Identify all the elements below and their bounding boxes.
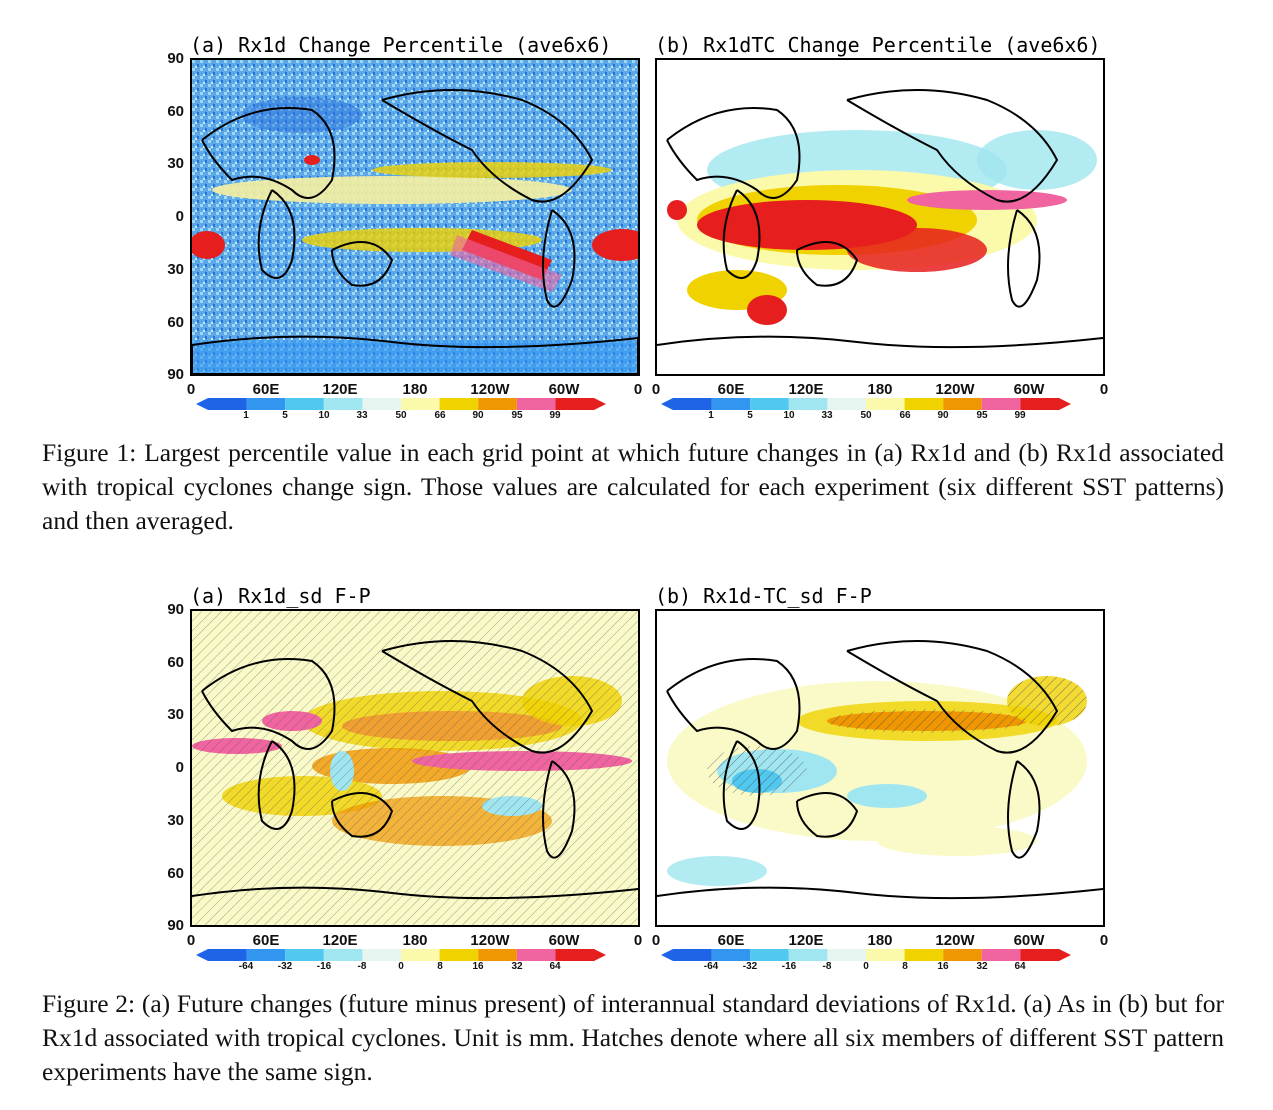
fig2-b-cb-label-0: 0 xyxy=(863,961,869,972)
fig1-a-cb-label-33: 33 xyxy=(356,410,368,421)
fig1-panel-b-map xyxy=(655,58,1105,376)
fig1-b-xtick-60e: 60E xyxy=(717,381,745,398)
fig2-a-cb-label-m16: -16 xyxy=(316,961,332,972)
fig2-a-ytick-0: 0 xyxy=(175,759,184,776)
fig2-a-xtick-0-end: 0 xyxy=(633,932,643,949)
fig1-a-xtick-60e: 60E xyxy=(252,381,280,398)
fig2-b-cb-label-m8: -8 xyxy=(822,961,832,972)
fig2-b-cb-label-8: 8 xyxy=(902,961,908,972)
fig1-b-cb-label-33: 33 xyxy=(821,410,833,421)
fig2-b-xtick-120e: 120E xyxy=(788,932,824,949)
fig1-b-cb-label-1: 1 xyxy=(708,410,714,421)
fig1-b-xtick-120e: 120E xyxy=(788,381,824,398)
fig1-a-xtick-0-end: 0 xyxy=(633,381,643,398)
fig2-panel-b-title: (b) Rx1d-TC_sd F-P xyxy=(655,584,872,608)
fig1-a-cb-label-5: 5 xyxy=(282,410,288,421)
fig2-a-cb-label-m64: -64 xyxy=(238,961,254,972)
fig1-a-ytick-90s: 90 xyxy=(167,366,184,383)
fig1-b-cb-label-5: 5 xyxy=(747,410,753,421)
fig1-a-xtick-120e: 120E xyxy=(322,381,358,398)
fig1-a-field xyxy=(192,60,638,374)
fig1-a-ytick-30s: 30 xyxy=(167,261,184,278)
fig1-a-ytick-60s: 60 xyxy=(167,314,184,331)
fig2-a-cb-label-8: 8 xyxy=(437,961,443,972)
figure-1-caption: Figure 1: Largest percentile value in ea… xyxy=(42,438,1224,535)
fig1-panel-a-map xyxy=(190,58,640,376)
fig2-a-ytick-60n: 60 xyxy=(167,654,184,671)
fig2-b-cb-label-16: 16 xyxy=(937,961,949,972)
fig2-b-xtick-0: 0 xyxy=(651,932,661,949)
fig1-a-cb-label-90: 90 xyxy=(472,410,484,421)
fig1-a-xtick-60w: 60W xyxy=(548,381,580,398)
fig1-b-cb-label-50: 50 xyxy=(860,410,872,421)
fig2-a-ytick-60s: 60 xyxy=(167,865,184,882)
fig1-a-cb-label-95: 95 xyxy=(511,410,523,421)
fig2-b-cb-label-64: 64 xyxy=(1014,961,1026,972)
fig2-b-cb-label-m32: -32 xyxy=(742,961,758,972)
fig1-b-xtick-60w: 60W xyxy=(1013,381,1045,398)
fig2-a-xtick-180: 180 xyxy=(402,932,428,949)
fig2-b-xtick-60w: 60W xyxy=(1013,932,1045,949)
fig1-a-ytick-90n: 90 xyxy=(167,50,184,67)
fig1-b-field xyxy=(657,60,1103,374)
fig2-b-colorbar xyxy=(661,948,1071,966)
fig1-b-cb-label-90: 90 xyxy=(937,410,949,421)
fig1-panel-b-title: (b) Rx1dTC Change Percentile (ave6x6) xyxy=(655,33,1101,57)
fig2-b-xtick-180: 180 xyxy=(867,932,893,949)
fig1-a-colorbar xyxy=(196,397,606,415)
fig1-a-cb-label-10: 10 xyxy=(318,410,330,421)
fig2-a-cb-label-64: 64 xyxy=(549,961,561,972)
fig1-b-cb-label-99: 99 xyxy=(1014,410,1026,421)
fig1-a-ytick-0: 0 xyxy=(175,208,184,225)
fig2-a-xtick-120e: 120E xyxy=(322,932,358,949)
fig2-a-xtick-0: 0 xyxy=(186,932,196,949)
fig2-a-cb-label-32: 32 xyxy=(511,961,523,972)
fig2-a-ytick-90n: 90 xyxy=(167,601,184,618)
fig2-a-colorbar xyxy=(196,948,606,966)
fig1-b-xtick-0-end: 0 xyxy=(1099,381,1109,398)
fig1-a-xtick-0: 0 xyxy=(186,381,196,398)
fig1-a-cb-label-66: 66 xyxy=(434,410,446,421)
fig2-a-xtick-60e: 60E xyxy=(252,932,280,949)
fig2-panel-b-map xyxy=(655,609,1105,927)
fig1-b-xtick-0: 0 xyxy=(651,381,661,398)
fig1-b-xtick-180: 180 xyxy=(867,381,893,398)
fig2-a-xtick-60w: 60W xyxy=(548,932,580,949)
fig2-b-xtick-60e: 60E xyxy=(717,932,745,949)
fig2-a-field xyxy=(192,611,638,925)
fig1-panel-a-title: (a) Rx1d Change Percentile (ave6x6) xyxy=(190,33,612,57)
fig1-b-colorbar xyxy=(661,397,1071,415)
fig1-b-cb-label-95: 95 xyxy=(976,410,988,421)
fig1-a-cb-label-1: 1 xyxy=(243,410,249,421)
fig2-panel-a-map xyxy=(190,609,640,927)
fig2-a-cb-label-16: 16 xyxy=(472,961,484,972)
fig2-b-cb-label-m64: -64 xyxy=(703,961,719,972)
fig2-a-ytick-30s: 30 xyxy=(167,812,184,829)
fig1-a-ytick-60n: 60 xyxy=(167,103,184,120)
fig2-a-cb-label-0: 0 xyxy=(398,961,404,972)
fig2-b-xtick-0-end: 0 xyxy=(1099,932,1109,949)
fig1-a-ytick-30n: 30 xyxy=(167,155,184,172)
fig2-b-field xyxy=(657,611,1103,925)
fig1-a-cb-label-50: 50 xyxy=(395,410,407,421)
fig1-b-cb-label-10: 10 xyxy=(783,410,795,421)
fig2-a-ytick-30n: 30 xyxy=(167,706,184,723)
fig2-b-xtick-120w: 120W xyxy=(935,932,975,949)
fig2-panel-a-title: (a) Rx1d_sd F-P xyxy=(190,584,371,608)
figure-2-caption: Figure 2: (a) Future changes (future min… xyxy=(42,989,1224,1086)
fig2-b-cb-label-32: 32 xyxy=(976,961,988,972)
fig1-b-xtick-120w: 120W xyxy=(935,381,975,398)
fig2-b-cb-label-m16: -16 xyxy=(781,961,797,972)
fig2-a-cb-label-m32: -32 xyxy=(277,961,293,972)
fig2-a-ytick-90s: 90 xyxy=(167,917,184,934)
fig1-a-cb-label-99: 99 xyxy=(549,410,561,421)
fig1-a-xtick-180: 180 xyxy=(402,381,428,398)
fig1-a-xtick-120w: 120W xyxy=(470,381,510,398)
fig2-a-xtick-120w: 120W xyxy=(470,932,510,949)
fig2-a-cb-label-m8: -8 xyxy=(357,961,367,972)
fig1-b-cb-label-66: 66 xyxy=(899,410,911,421)
